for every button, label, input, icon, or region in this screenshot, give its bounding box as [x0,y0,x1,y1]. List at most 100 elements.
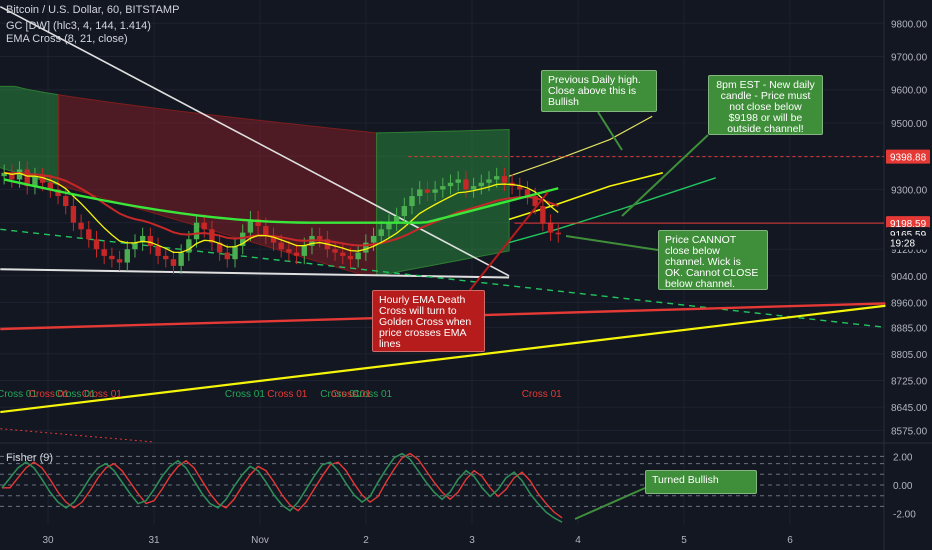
candle-body [432,189,438,193]
channel-zones [0,85,510,277]
candle-body [340,252,346,256]
candle-body [24,169,30,187]
candle-body [147,235,154,246]
price-badge [886,235,930,250]
candle-body [532,196,538,207]
trendline-red-dotted [0,428,155,443]
price-tick-label: 9800.00 [891,19,928,30]
connector-turned-bullish [574,487,646,520]
trendline-white-descending [0,5,510,277]
candle-body [116,259,123,263]
candle-body [201,222,207,230]
horizontal-levels [408,156,884,224]
candle-body [16,169,23,180]
time-tick-label: 3 [469,535,475,546]
price-tick-label: 8805.00 [891,350,928,361]
candle-body [347,255,354,260]
annotation-connectors [469,111,709,520]
candle-body [70,206,77,223]
candle-body [255,219,261,226]
cross-label: Cross 01 [82,389,122,400]
price-badge-label: 9198.59 [890,219,927,230]
legend-gc[interactable]: GC [DW] (hlc3, 4, 144, 1.414) [6,20,151,32]
legend-ema-cross[interactable]: EMA Cross (8, 21, close) [6,33,128,45]
connector-cannot-close [565,235,659,251]
candle-body [370,235,377,243]
candle-body [186,239,192,253]
candle-body [293,252,300,256]
price-tick-label: 9300.00 [891,185,928,196]
price-tick-label: 8575.00 [891,426,928,437]
annotation-previous-daily-high[interactable]: Previous Daily high. Close above this is… [541,70,657,112]
time-tick-label: 4 [575,535,581,546]
candle-body [447,182,454,187]
candle-body [478,182,484,187]
price-tick-label: 9500.00 [891,119,928,130]
candle-body [440,186,446,190]
candle-body [39,176,46,183]
cross-label: Cross 01 [267,389,307,400]
legend-fisher[interactable]: Fisher (9) [6,452,54,464]
candle-body [455,179,461,183]
chart-title: Bitcoin / U.S. Dollar, 60, BITSTAMP [6,4,180,16]
annotation-price-cannot-close[interactable]: Price CANNOT close below channel. Wick i… [658,230,768,290]
candle-body [209,229,215,243]
time-tick-label: 31 [148,535,160,546]
cross-label: Cross 01 [55,389,95,400]
candle-body [263,225,269,236]
price-tick-label: 9600.00 [891,86,928,97]
connector-new-daily-candle [621,134,709,217]
candle-body [193,222,200,240]
candle-body [32,176,38,187]
cross-label: Cross 01 [522,389,562,400]
cross-label: Cross 01 [331,389,371,400]
candle-body [524,189,531,197]
candle-body [109,255,115,260]
candle-body [278,242,284,250]
candle-body [224,252,231,260]
annotation-new-daily-candle[interactable]: 8pm EST - New daily candle - Price must … [708,75,823,135]
candle-body [1,172,7,177]
fisher-pane [0,452,884,523]
candle-body [355,252,361,260]
candle-body [401,206,408,217]
candle-body [363,242,369,253]
price-tick-label: 8645.00 [891,403,928,414]
candle-body [332,249,338,253]
trendline-yellow [0,304,886,414]
price-badge [886,149,930,164]
projection-upper-thin [508,115,653,177]
price-tick-label: 8885.00 [891,323,928,334]
fisher-line [1,452,563,523]
annotation-turned-bullish[interactable]: Turned Bullish [645,470,757,494]
candle-body [124,249,130,263]
cross-label: Cross 01 [320,389,360,400]
price-tick-label: 9040.00 [891,272,928,283]
candle-body [470,186,477,190]
fisher-trigger-line [2,452,563,519]
cross-label: Cross 01 [0,389,37,400]
candle-body [417,189,423,197]
price-badge-label: 9165.59 [890,230,927,241]
candle-body [301,245,307,256]
candle-body [139,235,146,243]
price-axis: 9800.009700.009600.009500.009400.009300.… [886,19,930,521]
candle-body [270,235,277,243]
trendline-white-support [0,268,510,279]
price-badge-label: 19:28 [890,239,915,250]
candle-body [155,245,161,256]
candle-body [178,252,184,266]
candle-body [393,216,400,223]
candle-body [486,179,492,183]
gc-basis-line [3,178,559,224]
annotation-ema-death-cross[interactable]: Hourly EMA Death Cross will turn to Gold… [372,290,485,352]
fisher-tick-label: 0.00 [893,481,913,492]
candle-body [132,242,138,250]
time-tick-label: 6 [787,535,793,546]
candle-body [86,229,92,240]
candle-body [386,222,392,230]
fisher-tick-label: 2.00 [893,452,913,463]
